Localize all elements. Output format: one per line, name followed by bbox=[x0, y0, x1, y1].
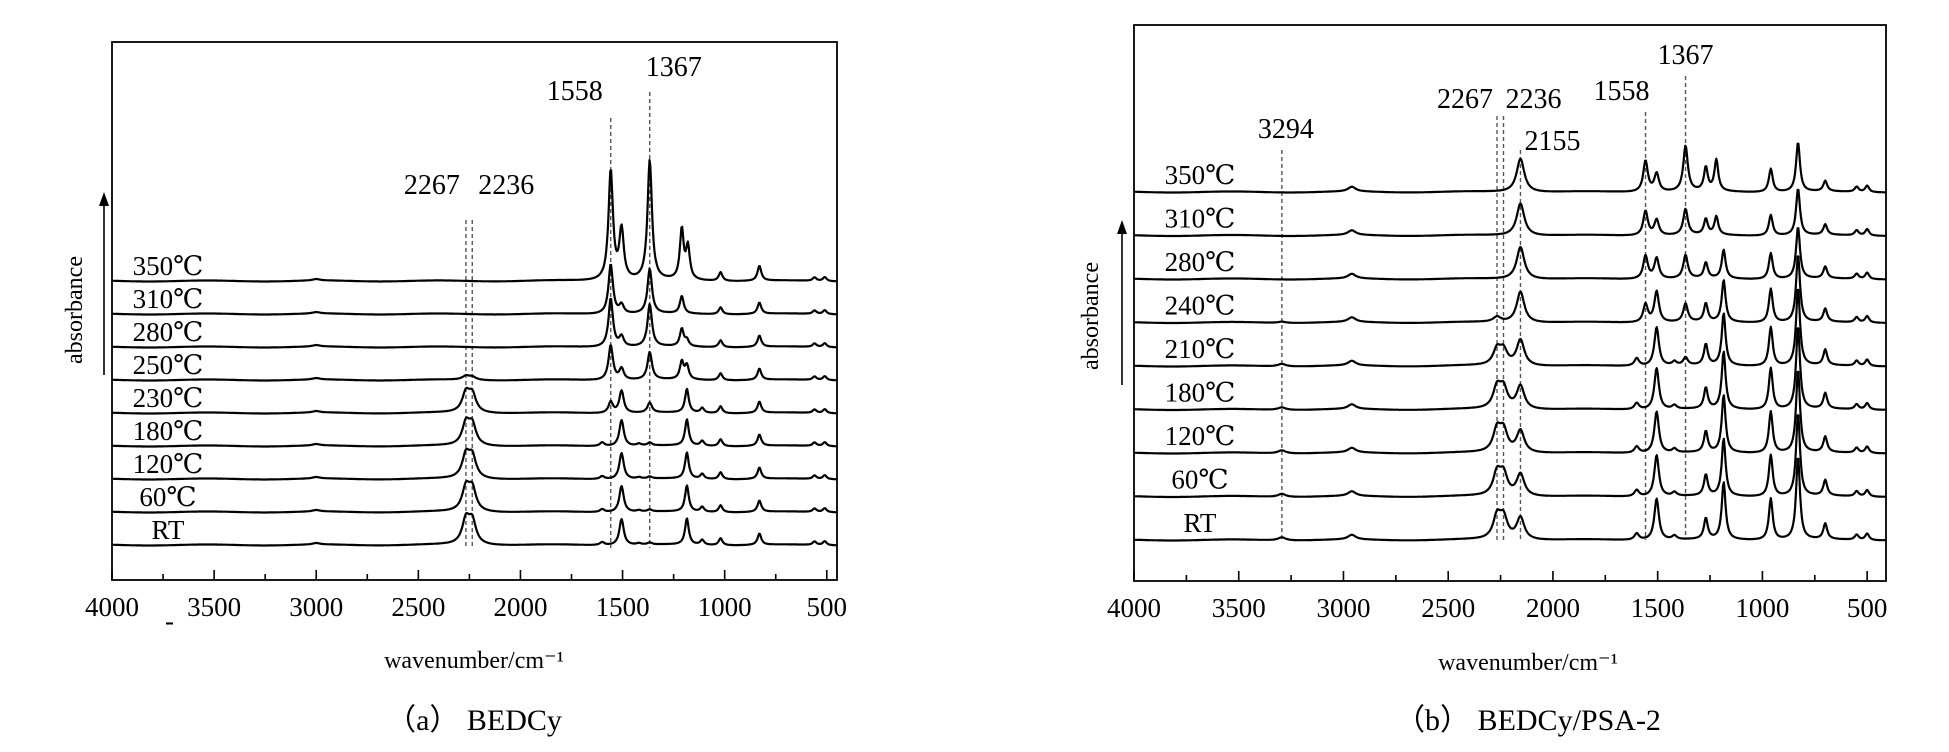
series-label: 180℃ bbox=[133, 416, 204, 446]
panel-b: 4000 3500 3000 2500 2000 1500 1000 500 RT 60℃ 120… bbox=[1078, 24, 1887, 737]
panel-a-peak-guides bbox=[465, 92, 651, 548]
panel-b-caption: （b） BEDCy/PSA-2 bbox=[1395, 704, 1661, 737]
peak-label: 2267 bbox=[1437, 84, 1493, 115]
series-label: 280℃ bbox=[133, 317, 204, 347]
panel-b-spectra bbox=[1133, 142, 1886, 542]
panel-b-y-label: absorbance bbox=[1078, 262, 1104, 370]
panel-b-x-label: wavenumber/cm⁻¹ bbox=[1438, 650, 1618, 676]
x-tick-label: 2500 bbox=[391, 592, 445, 622]
spectrum-line bbox=[1133, 255, 1886, 325]
x-tick-label: 2000 bbox=[493, 592, 547, 622]
x-tick-label: 1500 bbox=[596, 592, 650, 622]
peak-label: 2236 bbox=[1506, 84, 1562, 115]
panel-b-x-tick-labels: 4000 3500 3000 2500 2000 1500 1000 500 bbox=[1107, 593, 1887, 623]
series-label: 310℃ bbox=[1165, 204, 1236, 234]
peak-label: 2267 bbox=[404, 170, 460, 201]
series-label: 180℃ bbox=[1165, 378, 1236, 408]
x-tick-label: 2500 bbox=[1421, 593, 1475, 623]
spectrum-line bbox=[1133, 414, 1886, 499]
x-tick-label: 500 bbox=[807, 592, 848, 622]
panel-a-peak-labels: 2267 2236 1558 1367 bbox=[404, 52, 702, 201]
spectrum-line bbox=[111, 263, 837, 316]
x-tick-label: 4000 bbox=[1107, 593, 1161, 623]
spectrum-line bbox=[111, 297, 837, 349]
panel-a-spectra bbox=[111, 159, 837, 547]
panel-b-peak-guides bbox=[1281, 76, 1687, 540]
x-tick-label: 4000 bbox=[85, 592, 139, 622]
spectrum-line bbox=[111, 447, 837, 481]
panel-b-series-labels: RT 60℃ 120℃ 180℃ 210℃ 240℃ 280℃ 310℃ 350℃ bbox=[1165, 160, 1236, 538]
panel-a-caption: （a） BEDCy bbox=[386, 704, 562, 737]
peak-label: 2155 bbox=[1524, 126, 1580, 157]
x-tick-label: 2000 bbox=[1526, 593, 1580, 623]
spectrum-line bbox=[111, 386, 837, 415]
spectrum-line bbox=[1133, 142, 1886, 194]
series-label: 350℃ bbox=[1165, 160, 1236, 190]
spectrum-line bbox=[1133, 288, 1886, 368]
panel-b-y-arrow bbox=[1117, 220, 1127, 385]
x-tick-label: 3500 bbox=[1212, 593, 1266, 623]
series-label: 120℃ bbox=[1165, 421, 1236, 451]
x-tick-label: 3500 bbox=[187, 592, 241, 622]
peak-label: 1367 bbox=[646, 52, 702, 83]
spectrum-line bbox=[1133, 370, 1886, 455]
series-label: 60℃ bbox=[139, 482, 196, 512]
x-tick-label: 3000 bbox=[1316, 593, 1370, 623]
panel-b-x-ticks bbox=[1133, 571, 1868, 581]
x-tick-label: 1000 bbox=[698, 592, 752, 622]
panel-a-y-arrow bbox=[99, 192, 109, 375]
spectrum-line bbox=[111, 159, 837, 283]
spectrum-line bbox=[111, 344, 837, 382]
series-label: 280℃ bbox=[1165, 247, 1236, 277]
spectrum-line bbox=[111, 416, 837, 448]
panel-a-y-label: absorbance bbox=[62, 256, 88, 364]
panel-a-x-label: wavenumber/cm⁻¹ bbox=[384, 648, 564, 674]
peak-label: 2236 bbox=[478, 170, 534, 201]
x-tick-label: 3000 bbox=[289, 592, 343, 622]
panel-a-frame bbox=[111, 41, 838, 581]
spectrum-line bbox=[1133, 227, 1886, 281]
series-label: 60℃ bbox=[1171, 465, 1228, 495]
spectrum-line bbox=[111, 511, 837, 547]
x-tick-label: 1500 bbox=[1631, 593, 1685, 623]
peak-label: 1367 bbox=[1658, 40, 1714, 71]
series-label: 210℃ bbox=[1165, 334, 1236, 364]
peak-label: 3294 bbox=[1258, 114, 1314, 145]
panel-a-x-ticks bbox=[111, 570, 828, 580]
panel-b-peak-labels: 3294 2267 2236 2155 1558 1367 bbox=[1258, 40, 1714, 157]
spectrum-line bbox=[1133, 188, 1886, 238]
spectrum-line bbox=[1133, 327, 1886, 412]
series-label: 120℃ bbox=[133, 449, 204, 479]
panel-a-stray-mark: - bbox=[165, 606, 174, 636]
panel-a-x-tick-labels: 4000 3500 3000 2500 2000 1500 1000 500 bbox=[85, 592, 847, 622]
panel-b-frame bbox=[1133, 24, 1887, 582]
spectrum-line bbox=[1133, 457, 1886, 542]
series-label: RT bbox=[152, 515, 185, 545]
panel-a: 4000 3500 3000 2500 2000 1500 1000 500 RT60℃120… bbox=[62, 41, 847, 737]
x-tick-label: 500 bbox=[1847, 593, 1888, 623]
spectrum-line bbox=[111, 479, 837, 514]
series-label: 310℃ bbox=[133, 284, 204, 314]
series-label: 250℃ bbox=[133, 350, 204, 380]
peak-label: 1558 bbox=[1594, 76, 1650, 107]
series-label: 350℃ bbox=[133, 251, 204, 281]
series-label: RT bbox=[1184, 508, 1217, 538]
peak-label: 1558 bbox=[547, 76, 603, 107]
series-label: 240℃ bbox=[1165, 291, 1236, 321]
series-label: 230℃ bbox=[133, 383, 204, 413]
x-tick-label: 1000 bbox=[1735, 593, 1789, 623]
